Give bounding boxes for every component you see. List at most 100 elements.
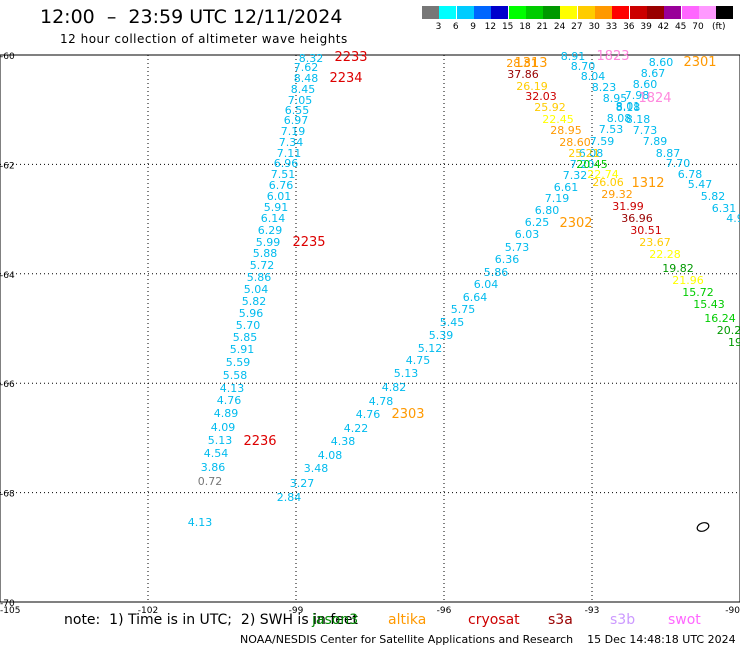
satellite-jason3: jason3 — [312, 612, 359, 628]
swh-value-track-a: 8.45 — [291, 83, 316, 96]
swh-value-track-a: 8.32 — [299, 52, 324, 65]
swh-value-track-c: 36.96 — [621, 212, 653, 225]
swh-value-track-a: 5.91 — [264, 201, 289, 214]
swh-value-track-d: 7.73 — [633, 124, 658, 137]
swh-value-track-a: 4.89 — [214, 407, 239, 420]
page-title: 12:00 – 23:59 UTC 12/11/2024 — [40, 6, 343, 28]
legend-swatch — [629, 6, 647, 19]
swh-value-track-b: 5.13 — [394, 367, 419, 380]
legend-label: 6 — [452, 22, 459, 32]
swh-value-track-b: 6.64 — [463, 291, 488, 304]
pass-time-label: 1313 — [514, 56, 547, 71]
latitude-label: -60 — [0, 52, 15, 62]
latitude-label: -66 — [0, 380, 15, 390]
legend-swatch — [543, 6, 561, 19]
credit-line: NOAA/NESDIS Center for Satellite Applica… — [240, 633, 736, 646]
swh-value-track-c: 19.82 — [662, 262, 694, 275]
swh-value-track-c: 21.96 — [672, 274, 704, 287]
swh-value-track-b: 8.04 — [581, 70, 606, 83]
pass-time-label: 2234 — [329, 71, 362, 86]
page-subtitle: 12 hour collection of altimeter wave hei… — [60, 32, 348, 46]
latitude-label: -70 — [0, 599, 15, 609]
swh-value-track-a: 4.13 — [220, 382, 245, 395]
legend-swatch — [577, 6, 595, 19]
swh-value-track-a: 5.59 — [226, 356, 251, 369]
swh-value-track-a: 5.13 — [208, 434, 233, 447]
legend-unit: (ft) — [712, 22, 726, 32]
swh-value-track-a: 4.54 — [204, 447, 229, 460]
legend-label: 33 — [605, 22, 618, 32]
swh-value-track-c: 23.67 — [639, 236, 671, 249]
swh-value-track-d: 7.89 — [643, 135, 668, 148]
swh-value-track-c: 28.95 — [550, 124, 582, 137]
swh-value-track-d: 8.67 — [641, 67, 666, 80]
satellite-swot: swot — [668, 612, 701, 628]
legend-label: 18 — [519, 22, 531, 32]
swh-value-track-c: 20.45 — [576, 158, 608, 171]
swh-value-track-c: 31.99 — [612, 200, 644, 213]
swh-value-track-a: 5.99 — [256, 236, 281, 249]
satellite-cryosat: cryosat — [468, 612, 520, 628]
swh-value-track-c: 28.60 — [559, 136, 591, 149]
swh-value-track-a: 5.04 — [244, 283, 269, 296]
legend-label: 45 — [674, 22, 687, 32]
swh-value-track-a: 5.82 — [242, 295, 267, 308]
swh-value-track-b: 2.84 — [277, 491, 302, 504]
swh-value-track-a: 5.72 — [250, 259, 275, 272]
swh-value-track-b: 4.08 — [318, 449, 343, 462]
legend-swatch — [508, 6, 526, 19]
map-frame — [0, 54, 740, 603]
swh-value-track-a: 5.85 — [233, 331, 258, 344]
swh-value-track-a: 7.05 — [288, 94, 313, 107]
swh-value-track-d: 8.60 — [633, 78, 658, 91]
legend-label: 21 — [536, 22, 549, 32]
swh-value-track-b: 8.70 — [571, 60, 596, 73]
swh-value-track-c: 20.2 — [717, 324, 740, 337]
legend-label: 36 — [623, 22, 635, 32]
legend-label: 15 — [501, 22, 514, 32]
swh-value-track-c: 16.24 — [704, 312, 736, 325]
swh-value-track-c: 26.06 — [592, 176, 624, 189]
swh-value-track-d: 5.82 — [701, 190, 726, 203]
swh-value-track-c: 37.86 — [507, 68, 539, 81]
legend-label: 27 — [571, 22, 583, 32]
swh-value-track-d: 4.9 — [726, 212, 740, 225]
swh-value-track-c: 22.45 — [542, 113, 574, 126]
swh-value-track-c: 32.03 — [525, 90, 557, 103]
swh-value-track-b: 4.82 — [382, 381, 407, 394]
legend-swatch — [422, 6, 439, 19]
legend-swatch — [595, 6, 612, 19]
longitude-label: -90 — [725, 606, 740, 616]
swh-value-track-c: 19 — [728, 336, 740, 349]
legend-swatch — [681, 6, 699, 19]
legend-swatch — [525, 6, 543, 19]
swh-value-track-b: 7.20 — [570, 158, 595, 171]
legend-swatch — [456, 6, 474, 19]
swh-value-track-c: 25.21 — [568, 147, 600, 160]
footnote: note: 1) Time is in UTC; 2) SWH is in fe… — [64, 612, 358, 628]
swh-value-track-a: 6.01 — [267, 190, 292, 203]
pass-time-label: 2235 — [292, 235, 325, 250]
swh-value-track-b: 4.78 — [369, 395, 394, 408]
swh-value-track-a: 5.96 — [239, 307, 264, 320]
swh-value-track-d: 8.01 — [616, 100, 641, 113]
longitude-label: -105 — [0, 606, 20, 616]
swh-value-track-c: 26.19 — [516, 80, 548, 93]
swh-value-track-b: 8.95 — [603, 92, 628, 105]
swh-value-track-b: 4.22 — [344, 422, 369, 435]
legend-swatch — [716, 6, 734, 19]
swh-value-track-b: 7.32 — [563, 169, 588, 182]
satellite-s3a: s3a — [548, 612, 573, 628]
swh-value-track-b: 3.27 — [290, 477, 315, 490]
swh-value-track-d: 8.87 — [656, 147, 681, 160]
pass-time-label: 1823 — [596, 49, 629, 64]
swh-value-track-a: 8.48 — [294, 72, 319, 85]
swh-value-track-d: 6.31 — [712, 202, 737, 215]
pass-time-label: 1824 — [638, 91, 671, 106]
swh-value-track-c: 29.32 — [601, 188, 633, 201]
swh-value-track-b: 6.08 — [579, 147, 604, 160]
swh-value-track-c: 25.92 — [534, 101, 566, 114]
swh-value-track-b: 7.59 — [590, 135, 615, 148]
legend-swatch — [473, 6, 491, 19]
